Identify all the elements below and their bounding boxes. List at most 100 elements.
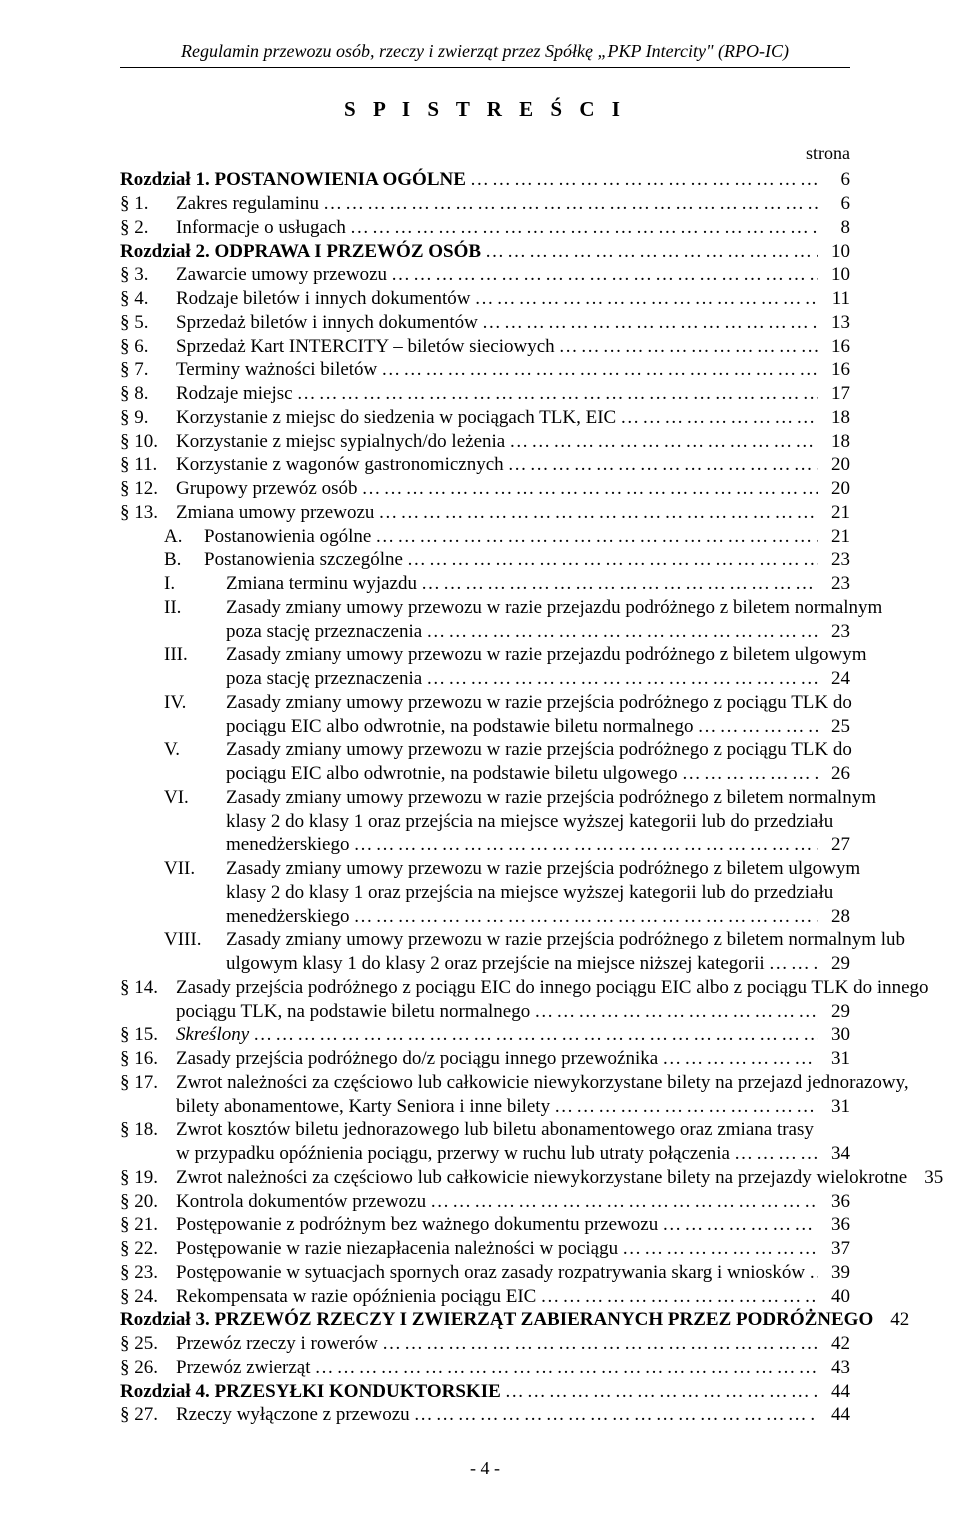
leader-dots: …………………………………………………………………………………………………………… [381, 358, 818, 382]
section-symbol: § 2. [120, 216, 172, 240]
leader-dots: …………………………………………………………………………………………………………… [769, 952, 818, 976]
toc-entry: § 3.Zawarcie umowy przewozu…………………………………… [120, 263, 850, 287]
section-label: Rekompensata w razie opóźnienia pociągu … [176, 1285, 536, 1309]
toc-page-number: 10 [822, 263, 850, 287]
roman-label: menedżerskiego [226, 833, 349, 857]
toc-entry: A.Postanowienia ogólne………………………………………………… [120, 525, 850, 549]
section-label: Sprzedaż biletów i innych dokumentów [176, 311, 478, 335]
roman-label: klasy 2 do klasy 1 oraz przejścia na mie… [226, 881, 833, 905]
toc-page-number: 23 [822, 548, 850, 572]
toc-page-number: 40 [822, 1285, 850, 1309]
leader-dots: …………………………………………………………………………………………………………… [622, 1237, 818, 1261]
section-label: w przypadku opóźnienia pociągu, przerwy … [176, 1142, 730, 1166]
toc-entry: B.Postanowienia szczególne……………………………………… [120, 548, 850, 572]
toc-page-number: 6 [822, 168, 850, 192]
chapter-label: Rozdział 4. PRZESYŁKI KONDUKTORSKIE [120, 1380, 501, 1404]
section-symbol: § 15. [120, 1023, 172, 1047]
leader-dots: …………………………………………………………………………………………………………… [474, 287, 818, 311]
toc-entry: § 25.Przewóz rzeczy i rowerów……………………………… [120, 1332, 850, 1356]
section-label: Postępowanie w razie niezapłacenia należ… [176, 1237, 618, 1261]
leader-dots: …………………………………………………………………………………………………………… [426, 620, 818, 644]
toc-page-number: 42 [822, 1332, 850, 1356]
roman-label: Zasady zmiany umowy przewozu w razie prz… [226, 928, 905, 952]
roman-label: klasy 2 do klasy 1 oraz przejścia na mie… [226, 810, 833, 834]
toc-page-number: 21 [822, 501, 850, 525]
section-label: Korzystanie z miejsc sypialnych/do leżen… [176, 430, 505, 454]
section-symbol: § 14. [120, 976, 172, 1000]
leader-dots: …………………………………………………………………………………………………………… [315, 1356, 818, 1380]
roman-label: Zasady zmiany umowy przewozu w razie prz… [226, 691, 852, 715]
toc-entry: ulgowym klasy 1 do klasy 2 oraz przejści… [120, 952, 850, 976]
leader-dots: …………………………………………………………………………………………………………… [353, 905, 818, 929]
toc-entry: § 24.Rekompensata w razie opóźnienia poc… [120, 1285, 850, 1309]
roman-label: Zasady zmiany umowy przewozu w razie prz… [226, 786, 876, 810]
section-label: pociągu TLK, na podstawie biletu normaln… [176, 1000, 530, 1024]
toc-entry: poza stację przeznaczenia………………………………………… [120, 667, 850, 691]
section-symbol: § 26. [120, 1356, 172, 1380]
toc-entry: § 18.Zwrot kosztów biletu jednorazowego … [120, 1118, 850, 1142]
leader-dots: …………………………………………………………………………………………………………… [734, 1142, 818, 1166]
section-label: Przewóz rzeczy i rowerów [176, 1332, 378, 1356]
toc-entry: pociągu EIC albo odwrotnie, na podstawie… [120, 715, 850, 739]
toc-page-number: 23 [822, 620, 850, 644]
toc-entry: § 5.Sprzedaż biletów i innych dokumentów… [120, 311, 850, 335]
toc-entry: § 2.Informacje o usługach………………………………………… [120, 216, 850, 240]
section-symbol: § 6. [120, 335, 172, 359]
toc-entry: III.Zasady zmiany umowy przewozu w razie… [120, 643, 850, 667]
leader-dots: …………………………………………………………………………………………………………… [485, 240, 818, 264]
toc-entry: § 8.Rodzaje miejsc…………………………………………………………… [120, 382, 850, 406]
toc-page-number: 18 [822, 430, 850, 454]
roman-label: poza stację przeznaczenia [226, 620, 422, 644]
section-symbol: § 8. [120, 382, 172, 406]
section-symbol: § 17. [120, 1071, 172, 1095]
running-header: Regulamin przewozu osób, rzeczy i zwierz… [120, 40, 850, 68]
toc-entry: § 20.Kontrola dokumentów przewozu…………………… [120, 1190, 850, 1214]
toc-entry-continuation: klasy 2 do klasy 1 oraz przejścia na mie… [120, 810, 850, 834]
toc-entry: § 22.Postępowanie w razie niezapłacenia … [120, 1237, 850, 1261]
section-label: Korzystanie z miejsc do siedzenia w poci… [176, 406, 616, 430]
toc-page-number: 25 [822, 715, 850, 739]
leader-dots: …………………………………………………………………………………………………………… [682, 762, 818, 786]
page-container: Regulamin przewozu osób, rzeczy i zwierz… [0, 0, 960, 1520]
section-label: Sprzedaż Kart INTERCITY – biletów siecio… [176, 335, 555, 359]
toc-entry: § 14.Zasady przejścia podróżnego z pocią… [120, 976, 850, 1000]
roman-label: Zasady zmiany umowy przewozu w razie prz… [226, 738, 852, 762]
toc-page-number: 11 [822, 287, 850, 311]
roman-label: ulgowym klasy 1 do klasy 2 oraz przejści… [226, 952, 765, 976]
section-label: Zakres regulaminu [176, 192, 319, 216]
toc-entry: VIII.Zasady zmiany umowy przewozu w razi… [120, 928, 850, 952]
sub-label: Postanowienia szczególne [204, 548, 403, 572]
section-symbol: § 24. [120, 1285, 172, 1309]
toc-entry: § 4.Rodzaje biletów i innych dokumentów…… [120, 287, 850, 311]
toc-entry: w przypadku opóźnienia pociągu, przerwy … [120, 1142, 850, 1166]
section-label: bilety abonamentowe, Karty Seniora i inn… [176, 1095, 550, 1119]
section-symbol: § 12. [120, 477, 172, 501]
toc-page-number: 36 [822, 1190, 850, 1214]
toc-entry: poza stację przeznaczenia………………………………………… [120, 620, 850, 644]
toc-entry: § 17.Zwrot należności za częściowo lub c… [120, 1071, 850, 1095]
toc-entry: § 10.Korzystanie z miejsc sypialnych/do … [120, 430, 850, 454]
leader-dots: …………………………………………………………………………………………………………… [662, 1047, 818, 1071]
page-number: - 4 - [120, 1457, 850, 1480]
toc-page-number: 10 [822, 240, 850, 264]
toc-entry: § 15.Skreślony……………………………………………………………………… [120, 1023, 850, 1047]
roman-symbol: IV. [164, 691, 222, 715]
toc-entry-continuation: klasy 2 do klasy 1 oraz przejścia na mie… [120, 881, 850, 905]
section-label: Zmiana umowy przewozu [176, 501, 374, 525]
toc-entry: § 21.Postępowanie z podróżnym bez ważneg… [120, 1213, 850, 1237]
toc-page-number: 27 [822, 833, 850, 857]
toc-entry: bilety abonamentowe, Karty Seniora i inn… [120, 1095, 850, 1119]
toc-entry: § 1.Zakres regulaminu…………………………………………………… [120, 192, 850, 216]
section-symbol: § 22. [120, 1237, 172, 1261]
toc-page-number: 16 [822, 335, 850, 359]
section-label: Terminy ważności biletów [176, 358, 377, 382]
toc-entry: Rozdział 3. PRZEWÓZ RZECZY I ZWIERZĄT ZA… [120, 1308, 850, 1332]
section-label: Grupowy przewóz osób [176, 477, 358, 501]
toc-page-number: 13 [822, 311, 850, 335]
sub-symbol: B. [164, 548, 200, 572]
section-symbol: § 10. [120, 430, 172, 454]
section-symbol: § 18. [120, 1118, 172, 1142]
section-symbol: § 23. [120, 1261, 172, 1285]
roman-symbol: V. [164, 738, 222, 762]
roman-symbol: I. [164, 572, 222, 596]
